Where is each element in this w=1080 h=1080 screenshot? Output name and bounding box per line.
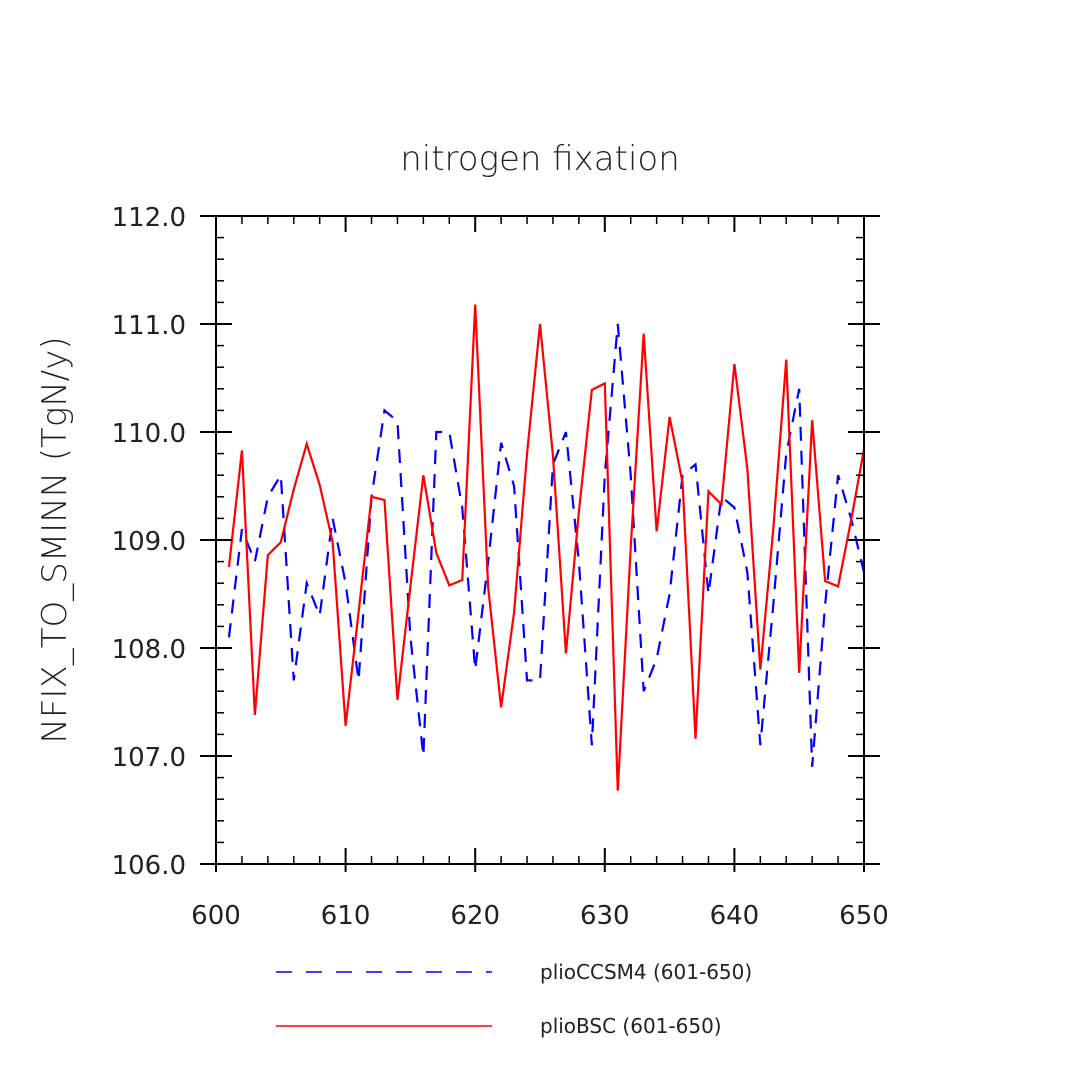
series-line-pliobsc bbox=[227, 304, 866, 791]
plot-frame bbox=[215, 215, 865, 865]
y-tick-label: 107.0 bbox=[112, 743, 186, 773]
x-tick-label: 610 bbox=[321, 901, 371, 931]
y-tick-label: 110.0 bbox=[112, 419, 186, 449]
x-tick-label: 600 bbox=[191, 901, 241, 931]
legend-label-plioccsm4: plioCCSM4 (601-650) bbox=[540, 960, 752, 984]
y-axis-label: NFIX_TO_SMINN (TgN/y) bbox=[35, 336, 75, 743]
x-tick-label: 620 bbox=[450, 901, 500, 931]
y-tick-label: 112.0 bbox=[112, 203, 186, 233]
legend-label-pliobsc: plioBSC (601-650) bbox=[540, 1014, 722, 1038]
x-tick-label: 630 bbox=[580, 901, 630, 931]
y-tick-label: 111.0 bbox=[112, 311, 186, 341]
y-tick-label: 106.0 bbox=[112, 851, 186, 881]
x-tick-label: 650 bbox=[839, 901, 889, 931]
y-tick-label: 109.0 bbox=[112, 527, 186, 557]
chart-title: nitrogen fixation bbox=[400, 139, 680, 179]
y-tick-label: 108.0 bbox=[112, 635, 186, 665]
x-tick-label: 640 bbox=[710, 901, 760, 931]
series-line-plioccsm4 bbox=[227, 323, 866, 767]
